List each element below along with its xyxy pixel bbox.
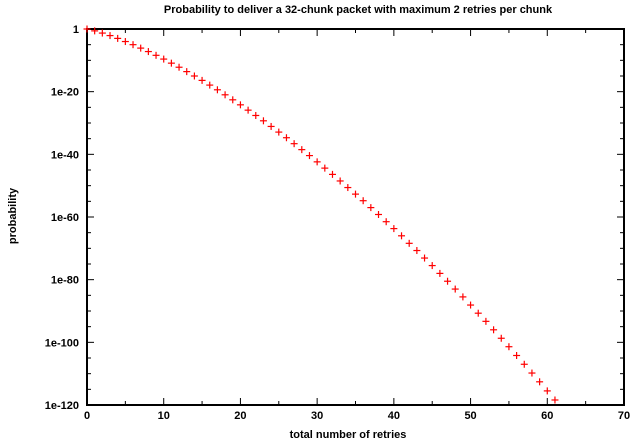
data-point — [398, 232, 406, 240]
y-tick-label: 1e-100 — [45, 337, 79, 349]
data-point — [367, 204, 375, 212]
data-point — [459, 293, 467, 301]
data-point — [352, 190, 359, 198]
data-point — [167, 59, 175, 67]
data-point — [175, 63, 183, 71]
data-point — [275, 128, 283, 136]
data-point — [413, 247, 421, 255]
data-point — [467, 301, 475, 309]
data-point — [198, 76, 206, 84]
data-point — [444, 277, 452, 285]
data-point — [344, 184, 352, 192]
data-point — [390, 225, 398, 233]
data-point — [513, 351, 521, 359]
data-point — [359, 197, 367, 205]
data-point — [183, 68, 191, 76]
data-point — [236, 101, 244, 109]
x-tick-label: 20 — [234, 410, 246, 422]
data-point — [206, 81, 214, 89]
data-point — [190, 72, 198, 80]
y-tick-label: 1e-80 — [51, 275, 79, 287]
y-tick-label: 1e-40 — [51, 149, 79, 161]
x-axis-label: total number of retries — [290, 429, 407, 441]
y-axis-label: probability — [7, 187, 19, 244]
data-point — [213, 86, 221, 94]
x-tick-label: 50 — [464, 410, 476, 422]
data-point — [267, 122, 275, 130]
y-tick-label: 1e-20 — [51, 87, 79, 99]
data-point — [421, 254, 429, 262]
data-point — [129, 41, 137, 49]
data-point — [114, 34, 122, 42]
data-point — [298, 146, 306, 154]
data-point — [282, 134, 290, 142]
data-point — [229, 96, 237, 104]
x-tick-label: 10 — [158, 410, 170, 422]
data-point — [106, 32, 114, 40]
data-point — [83, 25, 91, 33]
data-point — [482, 317, 490, 325]
data-point — [520, 360, 528, 368]
data-point — [497, 334, 505, 342]
data-point — [528, 369, 536, 377]
data-point — [244, 106, 252, 114]
data-point — [152, 51, 160, 59]
data-point — [405, 239, 413, 247]
data-point — [121, 38, 129, 46]
x-tick-label: 0 — [84, 410, 90, 422]
data-point — [474, 309, 482, 317]
x-tick-label: 60 — [541, 410, 553, 422]
data-point — [91, 27, 99, 35]
data-point — [144, 48, 152, 56]
y-tick-label: 1e-120 — [45, 400, 79, 412]
data-point — [543, 387, 551, 395]
chart-title: Probability to deliver a 32-chunk packet… — [164, 4, 553, 16]
x-tick-label: 70 — [618, 410, 630, 422]
data-point — [451, 285, 459, 293]
data-point — [490, 326, 498, 334]
data-point — [313, 158, 321, 166]
data-point — [221, 91, 229, 99]
data-point — [551, 396, 559, 404]
data-point — [321, 164, 329, 172]
data-point — [328, 170, 336, 178]
y-tick-label: 1e-60 — [51, 212, 79, 224]
y-tick-label: 1 — [73, 24, 79, 36]
data-point — [137, 44, 145, 52]
x-tick-label: 30 — [311, 410, 323, 422]
data-point — [428, 262, 436, 270]
data-point — [305, 152, 313, 160]
x-tick-label: 40 — [388, 410, 400, 422]
data-point — [98, 29, 106, 37]
plot-frame — [86, 28, 625, 406]
data-point — [259, 117, 267, 125]
data-point — [505, 343, 513, 351]
data-point — [382, 218, 390, 226]
data-point — [336, 177, 344, 185]
data-point — [160, 55, 168, 63]
data-point — [436, 269, 444, 277]
data-point — [290, 140, 298, 148]
data-point — [375, 210, 383, 218]
data-point — [252, 111, 260, 119]
data-point — [536, 378, 544, 386]
